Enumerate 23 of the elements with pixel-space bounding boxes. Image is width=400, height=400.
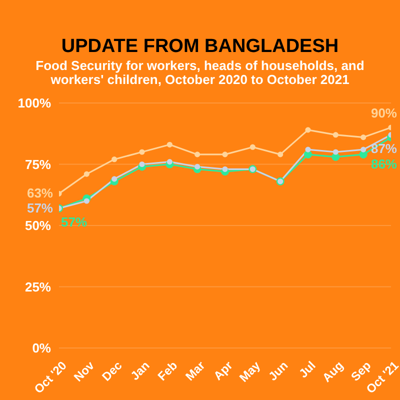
data-label: 63% <box>26 186 54 201</box>
x-tick-label: Mar <box>182 358 208 384</box>
data-label: 57% <box>61 214 88 230</box>
data-label: 57% <box>26 200 54 216</box>
data-label: 87% <box>370 140 398 156</box>
x-tick-label: May <box>236 358 264 385</box>
x-tick-label: Apr <box>210 358 236 383</box>
x-tick-label: Jun <box>266 358 291 384</box>
x-tick-label: Jul <box>296 358 318 381</box>
x-tick-label: Jan <box>128 358 152 383</box>
x-tick-label: Oct '20 <box>31 358 70 396</box>
y-tick-label: 50% <box>24 218 52 234</box>
y-tick-label: 25% <box>24 279 52 294</box>
y-tick-label: 75% <box>24 156 52 172</box>
y-tick-label: 100% <box>18 96 52 111</box>
chart-subtitle: Food Security for workers, heads of households, and workers' children, October 2020 to October 2021 <box>36 58 364 87</box>
data-label: 86% <box>370 156 398 172</box>
x-tick-label: Dec <box>99 358 125 384</box>
data-label: 90% <box>370 106 398 120</box>
x-tick-label: Feb <box>155 358 180 384</box>
chart-title: UPDATE FROM BANGLADESH <box>60 36 340 58</box>
y-tick-label: 0% <box>32 340 52 356</box>
x-tick-label: Nov <box>71 358 98 384</box>
